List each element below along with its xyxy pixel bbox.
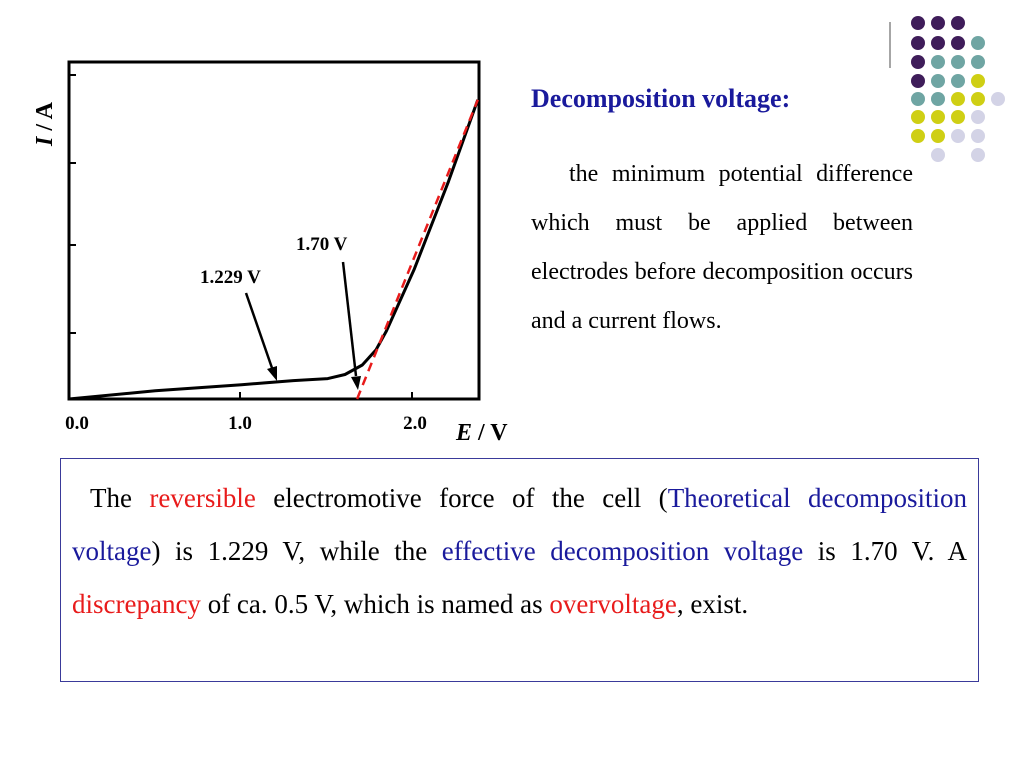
deco-dot [971, 55, 985, 69]
deco-dot [971, 92, 985, 106]
deco-dot [951, 129, 965, 143]
deco-dot [911, 16, 925, 30]
explanation-box: The reversible electromotive force of th… [60, 458, 979, 682]
deco-dot [931, 148, 945, 162]
deco-dot [911, 55, 925, 69]
annotation-arrow-shaft [244, 292, 274, 369]
deco-dot [971, 129, 985, 143]
decorative-dot-pattern [889, 16, 1005, 162]
annotation-arrowhead [267, 366, 277, 381]
deco-dot [971, 148, 985, 162]
deco-dot [911, 129, 925, 143]
deco-dot [931, 110, 945, 124]
deco-dot [971, 74, 985, 88]
deco-dot [911, 110, 925, 124]
annotation-label: 1.70 V [296, 234, 348, 255]
deco-dot [931, 55, 945, 69]
deco-dot [931, 129, 945, 143]
decomposition-chart: 0.0 1.0 2.0 E / V I / A 1.229 V 1.70 V [32, 60, 508, 446]
annotation-arrowhead [351, 376, 361, 390]
deco-dot [951, 74, 965, 88]
extrapolation-line [355, 99, 479, 400]
x-tick-label: 1.0 [228, 413, 252, 434]
deco-dot [911, 92, 925, 106]
explanation-text: The reversible electromotive force of th… [72, 483, 968, 619]
x-axis-label: E / V [455, 420, 508, 446]
deco-dot [971, 36, 985, 50]
current-curve [68, 99, 480, 401]
term-theoretical-decomposition-voltage: Theoretical decomposition voltage [72, 483, 968, 566]
term-discrepancy: discrepancy [72, 589, 201, 619]
term-effective-decomposition-voltage: effective decomposition voltage [441, 536, 804, 566]
deco-dot [931, 74, 945, 88]
deco-dot [931, 16, 945, 30]
x-tick-label: 0.0 [65, 413, 89, 434]
chart-frame [67, 60, 481, 401]
term-overvoltage: overvoltage [549, 589, 677, 619]
x-tick-label: 2.0 [403, 413, 427, 434]
annotation-arrow-shaft [341, 261, 358, 377]
definition-body: the minimum potential difference which m… [531, 161, 913, 334]
deco-dot [951, 110, 965, 124]
definition-title: Decomposition voltage: [531, 84, 791, 113]
deco-dot [951, 92, 965, 106]
deco-dot [951, 36, 965, 50]
deco-dot [911, 36, 925, 50]
annotation-1229: 1.229 V [200, 267, 277, 381]
deco-dot [991, 92, 1005, 106]
deco-dot [931, 92, 945, 106]
deco-dot [931, 36, 945, 50]
term-reversible: reversible [149, 483, 256, 513]
deco-dot [951, 16, 965, 30]
deco-dot [971, 110, 985, 124]
deco-dot [911, 74, 925, 88]
series-group [68, 99, 480, 401]
deco-dot [951, 55, 965, 69]
annotation-label: 1.229 V [200, 267, 261, 288]
annotation-170: 1.70 V [296, 234, 361, 390]
y-axis-label: I / A [32, 101, 58, 147]
